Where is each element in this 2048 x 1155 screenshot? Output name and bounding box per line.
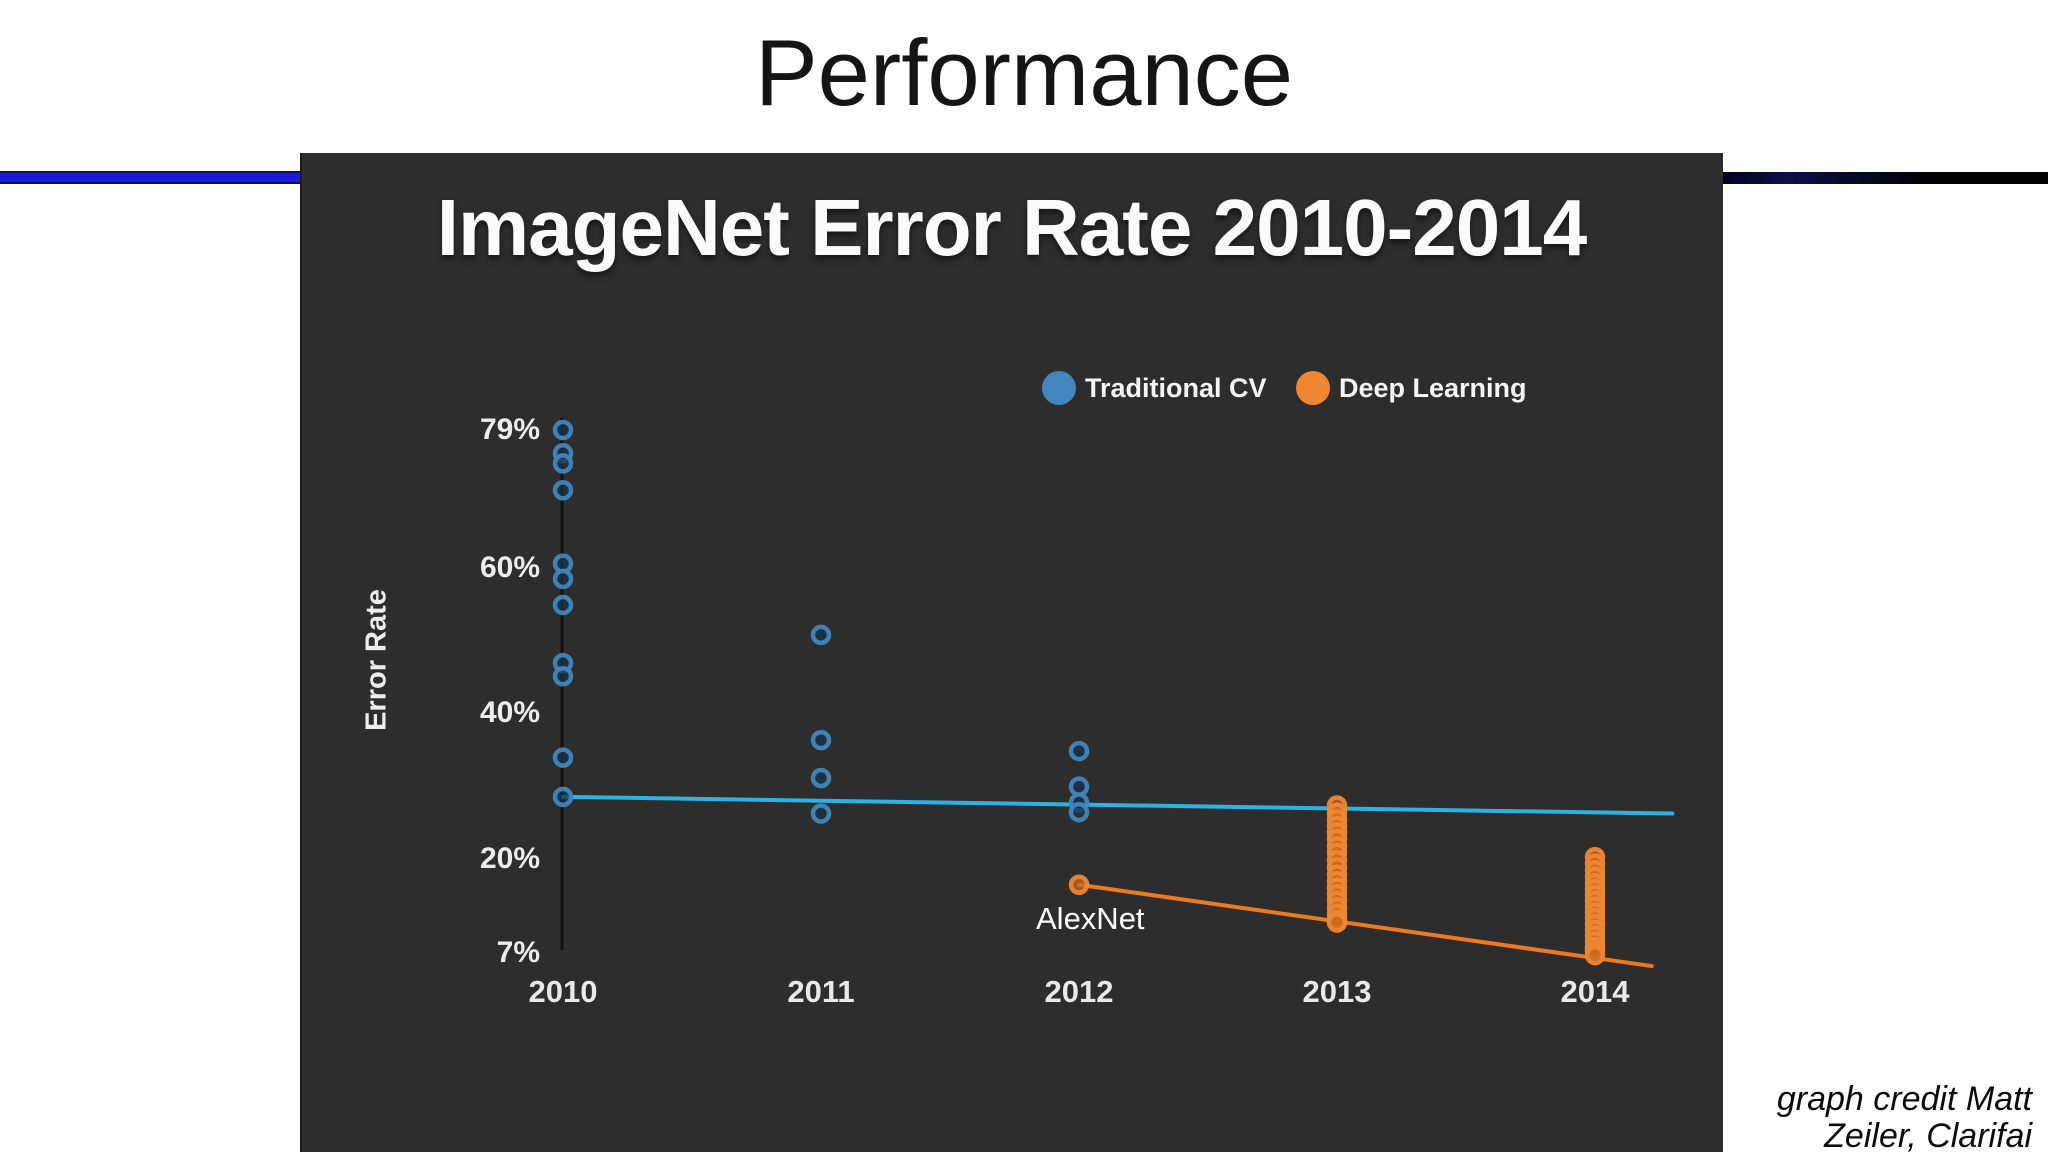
chart-panel — [300, 153, 1723, 1152]
data-point — [1584, 944, 1606, 966]
legend-swatch — [1042, 371, 1076, 405]
data-point — [552, 786, 574, 808]
x-tick-label: 2012 — [1044, 974, 1114, 1009]
data-point — [552, 480, 574, 501]
credit-text: graph credit Matt Zeiler, Clarifai — [1777, 1081, 2032, 1155]
data-point — [552, 594, 574, 616]
y-tick-label: 7% — [496, 936, 540, 969]
data-point — [552, 747, 574, 768]
trend-line — [561, 794, 1675, 816]
trend-line — [1077, 882, 1654, 969]
credit-line-1: graph credit Matt — [1776, 1080, 2032, 1118]
x-tick-label: 2010 — [528, 974, 598, 1009]
x-tick-label: 2013 — [1302, 974, 1372, 1009]
data-point — [1326, 912, 1348, 933]
y-tick-label: 20% — [479, 841, 540, 875]
data-point — [810, 803, 832, 824]
legend-item: Traditional CV — [1042, 371, 1267, 405]
y-tick-label: 40% — [479, 696, 540, 730]
right-accent-bar — [1723, 172, 2048, 184]
x-tick-label: 2014 — [1560, 974, 1630, 1009]
legend-swatch — [1296, 371, 1330, 405]
y-tick-label: 60% — [479, 551, 540, 584]
x-tick-label: 2011 — [787, 974, 855, 1009]
data-point — [1068, 740, 1090, 762]
annotation-label: AlexNet — [1036, 900, 1145, 936]
data-point — [552, 453, 574, 474]
slide-title: Performance — [754, 20, 1294, 125]
data-point — [810, 767, 832, 789]
data-point — [552, 665, 574, 687]
y-tick-label: 79% — [479, 413, 540, 446]
left-accent-bar — [0, 171, 300, 184]
data-point — [810, 624, 832, 646]
legend-label: Deep Learning — [1339, 372, 1527, 403]
credit-line-2: Zeiler, Clarifai — [1824, 1117, 2032, 1155]
legend-item: Deep Learning — [1296, 371, 1527, 405]
data-point — [1068, 874, 1090, 895]
data-point — [552, 419, 574, 441]
data-point — [810, 729, 832, 751]
data-point — [1068, 801, 1090, 823]
legend-label: Traditional CV — [1085, 372, 1267, 403]
data-point — [552, 568, 574, 590]
chart-title: ImageNet Error Rate 2010-2014 — [436, 183, 1587, 272]
